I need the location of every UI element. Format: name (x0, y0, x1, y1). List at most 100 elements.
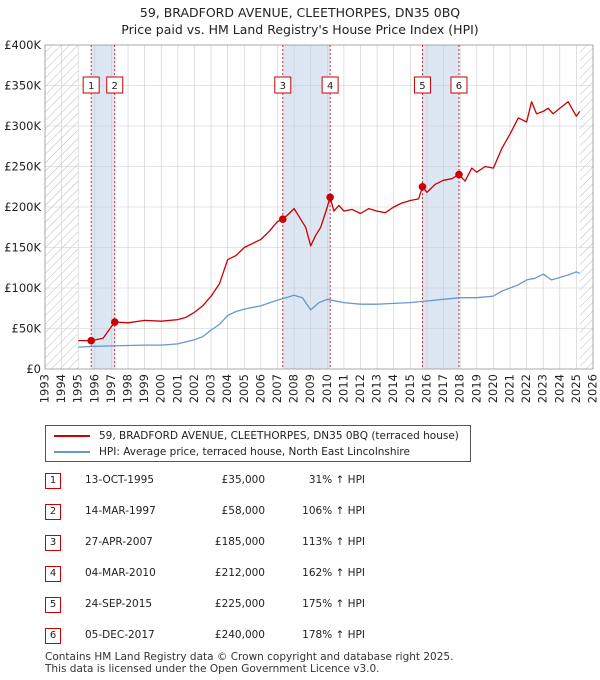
sale-hpi-change: 31% ↑ HPI (308, 474, 365, 486)
x-tick-label: 2013 (370, 374, 384, 403)
y-tick-label: £0 (26, 362, 41, 376)
sale-price: £35,000 (221, 474, 265, 486)
x-tick-label: 1994 (54, 374, 68, 403)
x-tick-label: 1996 (87, 374, 101, 403)
price-paid-line (78, 101, 581, 342)
title-line-1: 59, BRADFORD AVENUE, CLEETHORPES, DN35 0… (139, 5, 461, 20)
x-tick-label: 2002 (187, 374, 201, 403)
sale-price: £240,000 (214, 629, 265, 641)
sale-hpi-change: 113% ↑ HPI (302, 536, 365, 548)
x-tick-label: 2024 (552, 374, 566, 403)
footer-credits: Contains HM Land Registry data © Crown c… (45, 651, 453, 675)
sale-point (326, 193, 334, 202)
sale-hpi-change: 175% ↑ HPI (302, 598, 365, 610)
sale-label-number: 4 (327, 81, 333, 92)
x-tick-label: 2016 (419, 374, 433, 403)
x-tick-label: 2011 (336, 374, 350, 403)
x-tick-label: 1999 (137, 374, 151, 403)
x-tick-label: 2014 (386, 374, 400, 403)
sale-date: 24-SEP-2015 (85, 598, 153, 610)
sale-label-box (106, 76, 124, 94)
sale-date: 13-OCT-1995 (85, 474, 154, 486)
x-tick-label: 2015 (403, 374, 417, 403)
sale-label-box (450, 76, 468, 94)
x-tick-label: 2007 (270, 374, 284, 403)
x-tick-label: 2003 (204, 374, 218, 403)
y-tick-label: £50K (12, 322, 42, 336)
x-tick-label: 1995 (71, 374, 85, 403)
sale-date: 04-MAR-2010 (85, 567, 156, 579)
sale-price: £212,000 (214, 567, 265, 579)
x-tick-label: 2020 (486, 374, 500, 403)
x-tick-label: 2018 (453, 374, 467, 403)
sale-number-badge: 1 (45, 473, 61, 489)
y-tick-label: £150K (4, 241, 41, 255)
legend: 59, BRADFORD AVENUE, CLEETHORPES, DN35 0… (45, 425, 471, 462)
sale-label-number: 6 (456, 81, 462, 92)
sale-number-badge: 2 (45, 504, 61, 520)
sale-label-box (82, 76, 100, 94)
sale-row: 6 05-DEC-2017 £240,000 178% ↑ HPI (45, 625, 585, 645)
x-tick-label: 2021 (502, 374, 516, 403)
plot-frame (44, 44, 594, 370)
legend-item-price: 59, BRADFORD AVENUE, CLEETHORPES, DN35 0… (54, 429, 459, 443)
sale-row: 1 13-OCT-1995 £35,000 31% ↑ HPI (45, 470, 585, 490)
x-tick-label: 2023 (536, 374, 550, 403)
y-tick-label: £100K (4, 281, 41, 295)
sale-point (278, 215, 287, 223)
sale-label-number: 5 (419, 81, 425, 92)
sale-date: 27-APR-2007 (85, 536, 153, 548)
x-tick-label: 2004 (220, 374, 234, 403)
sale-date: 14-MAR-1997 (85, 505, 156, 517)
x-tick-label: 2005 (237, 374, 251, 403)
legend-swatch-hpi (54, 451, 90, 453)
x-tick-label: 2012 (353, 374, 367, 403)
x-tick-label: 2009 (303, 374, 317, 403)
sale-point (110, 318, 119, 326)
x-tick-label: 1993 (38, 374, 52, 403)
sale-price: £58,000 (221, 505, 265, 517)
x-tick-label: 2010 (320, 374, 334, 403)
sale-number-badge: 3 (45, 535, 61, 551)
sale-row: 4 04-MAR-2010 £212,000 162% ↑ HPI (45, 563, 585, 583)
hpi-line (78, 271, 580, 348)
sale-label-box (321, 76, 339, 94)
sale-row: 3 27-APR-2007 £185,000 113% ↑ HPI (45, 532, 585, 552)
x-tick-label: 2026 (586, 374, 600, 403)
legend-label-price: 59, BRADFORD AVENUE, CLEETHORPES, DN35 0… (99, 430, 459, 442)
sale-point (87, 336, 95, 345)
x-tick-label: 2001 (170, 374, 184, 403)
x-tick-label: 1997 (104, 374, 118, 403)
y-tick-label: £250K (4, 160, 41, 174)
sale-price: £225,000 (214, 598, 265, 610)
sale-label-box (413, 76, 431, 94)
footer-line-1: Contains HM Land Registry data © Crown c… (45, 651, 454, 663)
sale-price: £185,000 (214, 536, 265, 548)
title-line-2: Price paid vs. HM Land Registry's House … (121, 22, 479, 37)
sale-hpi-change: 162% ↑ HPI (302, 567, 365, 579)
sale-label-number: 1 (88, 81, 94, 92)
sale-row: 2 14-MAR-1997 £58,000 106% ↑ HPI (45, 501, 585, 521)
x-tick-label: 1998 (121, 374, 135, 403)
sale-point (455, 170, 463, 179)
x-tick-label: 2008 (287, 374, 301, 403)
sale-label-box (274, 76, 292, 94)
legend-item-hpi: HPI: Average price, terraced house, Nort… (54, 445, 410, 459)
sale-hpi-change: 106% ↑ HPI (302, 505, 365, 517)
x-tick-label: 2000 (154, 374, 168, 403)
chart-title: 59, BRADFORD AVENUE, CLEETHORPES, DN35 0… (0, 4, 600, 38)
legend-swatch-price (54, 435, 90, 437)
x-tick-label: 2006 (253, 374, 267, 403)
x-tick-label: 2022 (519, 374, 533, 403)
legend-label-hpi: HPI: Average price, terraced house, Nort… (99, 446, 410, 458)
sale-point (418, 182, 427, 191)
footer-line-2: This data is licensed under the Open Gov… (45, 663, 380, 675)
sale-number-badge: 5 (45, 597, 61, 613)
sale-label-number: 3 (280, 81, 286, 92)
price-chart: £0 £50K £100K £150K £200K £250K £300K £350K £400… (4, 38, 600, 403)
x-tick-label: 2017 (436, 374, 450, 403)
sale-number-badge: 6 (45, 628, 61, 644)
sale-label-number: 2 (112, 81, 118, 92)
sale-date: 05-DEC-2017 (85, 629, 155, 641)
y-tick-label: £350K (4, 79, 41, 93)
